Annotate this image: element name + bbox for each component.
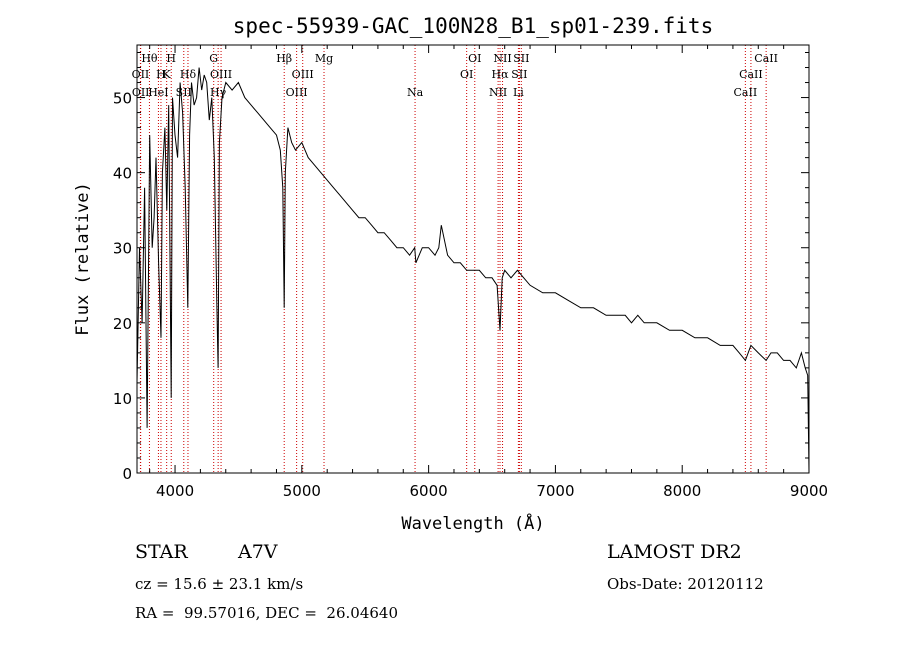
marker-label-8: Hδ	[180, 68, 197, 81]
marker-label-26: CaII	[739, 68, 763, 81]
y-axis-ticks: 0 10 20 30 40 50	[113, 52, 809, 483]
marker-label-16: Na	[407, 86, 424, 99]
marker-label-20: Hα	[491, 68, 509, 81]
marker-label-15: Mg	[315, 52, 333, 65]
marker-label-7: SII	[176, 86, 192, 99]
y-tick-label-4: 40	[113, 165, 132, 183]
marker-label-13: OIII	[286, 86, 308, 99]
marker-label-2: Hθ	[141, 52, 158, 65]
marker-label-12: Hβ	[276, 52, 292, 65]
y-axis-label: Flux (relative)	[73, 182, 93, 336]
object-class: STAR	[135, 541, 188, 563]
x-tick-label-3: 7000	[536, 482, 574, 500]
y-tick-label-0: 0	[122, 465, 132, 483]
x-axis-label: Wavelength (Å)	[401, 512, 544, 534]
chart-title: spec-55939-GAC_100N28_B1_sp01-239.fits	[233, 14, 713, 38]
marker-label-6: H	[166, 52, 176, 65]
obs-date: Obs-Date: 20120112	[607, 575, 764, 593]
redshift-value: cz = 15.6 ± 23.1 km/s	[135, 575, 304, 593]
marker-label-9: G	[209, 52, 218, 65]
marker-label-25: CaII	[734, 86, 758, 99]
marker-label-4: H	[156, 68, 166, 81]
marker-label-0: OII	[132, 68, 150, 81]
coordinates: RA = 99.57016, DEC = 26.04640	[135, 604, 399, 622]
marker-label-27: CaII	[754, 52, 778, 65]
object-subclass: A7V	[238, 541, 278, 563]
y-tick-label-5: 50	[113, 90, 132, 108]
marker-label-11: OIII	[210, 68, 232, 81]
x-axis-ticks: 4000 5000 6000 7000 8000 9000	[149, 45, 828, 500]
survey-name: LAMOST DR2	[607, 541, 742, 563]
y-tick-label-1: 10	[113, 390, 132, 408]
line-markers	[139, 45, 767, 473]
y-tick-label-3: 30	[113, 240, 132, 258]
marker-label-3: HeI	[148, 86, 168, 99]
x-tick-label-0: 4000	[156, 482, 194, 500]
plot-frame	[136, 44, 810, 474]
marker-label-23: SII	[511, 68, 527, 81]
marker-label-24: SII	[513, 52, 529, 65]
marker-label-17: OI	[460, 68, 473, 81]
x-tick-label-2: 6000	[410, 482, 448, 500]
spectrum-line	[136, 67, 810, 474]
marker-label-21: NII	[493, 52, 511, 65]
marker-label-18: OI	[468, 52, 481, 65]
marker-label-1: OII	[132, 86, 150, 99]
x-tick-label-1: 5000	[283, 482, 321, 500]
x-tick-label-4: 8000	[663, 482, 701, 500]
marker-label-5: K	[163, 68, 172, 81]
x-tick-label-5: 9000	[790, 482, 828, 500]
marker-label-22: Li	[513, 86, 524, 99]
line-marker-labels: OIIOIIHθHeIHKHSIIHδGHγOIIIHβOIIIOIIIMgNa…	[132, 52, 778, 99]
marker-label-14: OIII	[292, 68, 314, 81]
marker-label-19: NII	[489, 86, 507, 99]
y-tick-label-2: 20	[113, 315, 132, 333]
